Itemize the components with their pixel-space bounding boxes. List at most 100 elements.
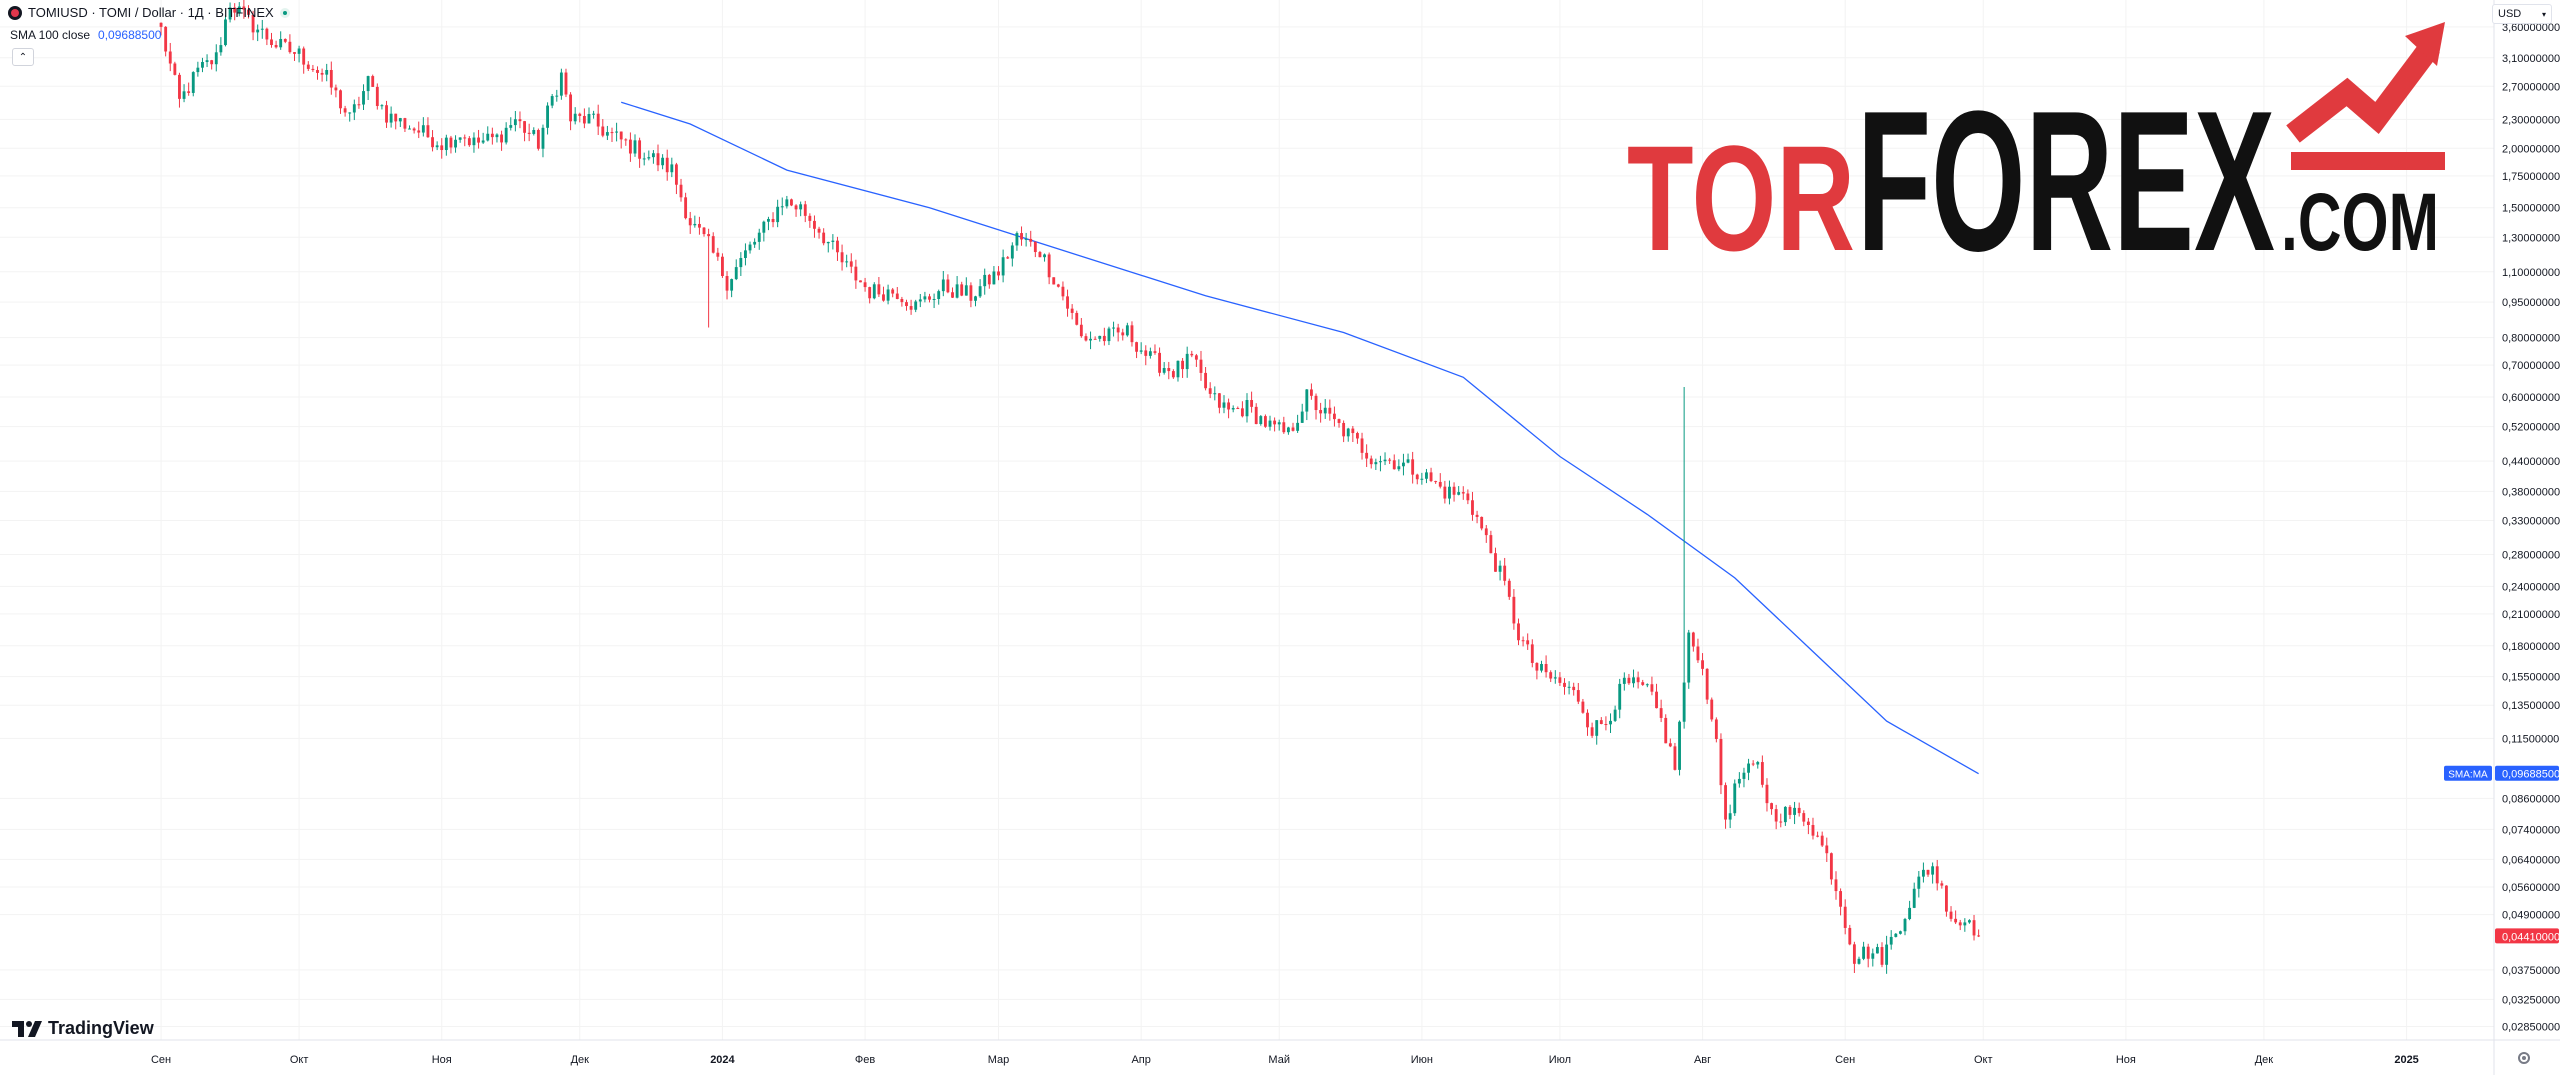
candle [398,117,402,128]
candle [320,68,324,82]
candle [647,150,651,161]
candle [1972,914,1976,941]
candle [426,117,430,138]
candle-body [352,104,356,113]
candle [311,64,315,72]
candle [1190,350,1194,358]
candle-body [205,60,209,63]
candle [1448,480,1451,505]
candle [656,144,660,172]
candle-body [1503,565,1507,581]
candle [1779,813,1783,828]
candle-body [1125,325,1129,336]
candle-body [1682,682,1686,722]
candle [771,212,775,228]
candle [1503,557,1507,586]
candle-body [615,131,619,133]
candle-body [490,133,494,138]
candle [1898,930,1902,935]
candle [1397,459,1401,472]
candle [1811,817,1815,840]
collapse-legend-button[interactable]: ⌃ [12,48,34,66]
candle [1300,403,1304,424]
candle [1227,398,1231,419]
candle [790,198,793,207]
candle [1135,341,1138,359]
candle [1963,918,1967,932]
candle [1185,346,1189,378]
candle [665,149,669,181]
candle-body [803,204,807,216]
candle-body [863,282,867,288]
candle-body [1544,663,1548,673]
candle-body [928,296,931,300]
candle-body [1194,355,1198,360]
candle-body [1811,825,1815,836]
candle [1710,697,1714,722]
candle-body [1250,399,1254,407]
candle [1084,333,1088,342]
candle-body [918,299,922,302]
candle [845,254,849,268]
candle-body [1286,427,1290,433]
candle-body [905,302,908,307]
candle-body [1452,486,1456,495]
candle-body [1300,411,1304,423]
time-axis[interactable]: Сен Окт Ноя Дек 2024 Фев Мар Апр Май Июн Июл Авг Сен… [0,1039,2560,1066]
candle-body [500,134,503,143]
tradingview-logo[interactable]: TradingView [12,1018,154,1039]
candle [1457,486,1461,496]
candle [628,132,632,162]
candle [1309,383,1313,400]
candle [1102,327,1106,346]
candle-body [1208,388,1212,394]
candle-body [1121,332,1125,336]
time-tick-label: Ноя [432,1054,452,1066]
candle-body [1618,683,1622,710]
candle-body [362,91,365,105]
candle-body [964,285,968,296]
candle-body [849,261,853,267]
candle-body [1650,684,1654,692]
time-tick-label: Июн [1411,1054,1433,1066]
candle-body [518,119,522,122]
candle [684,192,688,220]
candle-body [1613,709,1617,721]
candle-body [449,137,453,148]
symbol-title[interactable]: TOMIUSD · TOMI / Dollar · 1Д · BITFINEX [28,5,274,20]
candle-body [679,184,683,198]
candle [969,282,973,308]
watermark-underline [2291,152,2445,170]
currency-select[interactable]: USD ▾ [2492,4,2552,24]
price-axis[interactable]: 3,60000000 3,10000000 2,70000000 2,30000000… [2493,0,2560,1075]
indicator-name[interactable]: SMA 100 close [10,28,91,42]
candle-body [182,91,186,99]
gear-icon[interactable] [2518,1052,2530,1064]
candle [1273,417,1277,432]
symbol-legend[interactable]: TOMIUSD · TOMI / Dollar · 1Д · BITFINEX [8,5,290,20]
candle [1549,670,1553,683]
candle-body [1309,389,1313,396]
candle-body [937,291,941,299]
market-status-icon[interactable] [279,7,290,18]
sma-axis-value: 0,09688500 [2502,769,2560,781]
candle [1305,389,1309,421]
candle-body [1144,350,1148,356]
candle-body [1406,459,1410,463]
candle-body [909,306,913,310]
candle [173,61,177,76]
candle [1194,353,1198,367]
candle-body [1268,420,1272,427]
candle [1839,888,1843,916]
candle-body [1328,407,1332,414]
candle [555,89,559,102]
candle-body [1112,327,1115,329]
indicator-legend[interactable]: SMA 100 close 0,09688500 [10,28,161,42]
candle [1825,837,1829,862]
candle [1438,473,1442,489]
candle [228,2,232,23]
candle [1696,638,1700,663]
candle [1664,714,1668,744]
